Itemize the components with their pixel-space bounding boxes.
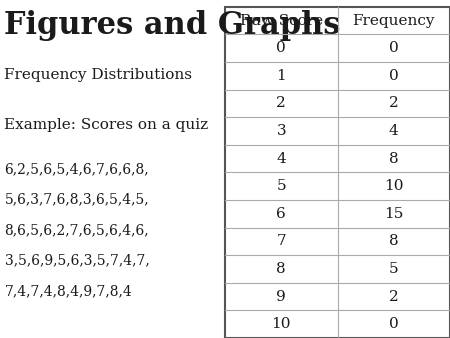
Text: 5: 5 [276, 179, 286, 193]
Text: 8,6,5,6,2,7,6,5,6,4,6,: 8,6,5,6,2,7,6,5,6,4,6, [4, 223, 149, 237]
Text: 8: 8 [389, 151, 399, 166]
Text: 6,2,5,6,5,4,6,7,6,6,8,: 6,2,5,6,5,4,6,7,6,6,8, [4, 162, 149, 176]
Text: 1: 1 [276, 69, 286, 83]
Text: 3: 3 [276, 124, 286, 138]
Text: 2: 2 [276, 96, 286, 111]
Text: 6: 6 [276, 207, 286, 221]
Text: 0: 0 [389, 69, 399, 83]
Text: 0: 0 [389, 41, 399, 55]
Text: 3,5,6,9,5,6,3,5,7,4,7,: 3,5,6,9,5,6,3,5,7,4,7, [4, 254, 149, 267]
Text: 8: 8 [389, 234, 399, 248]
Text: 15: 15 [384, 207, 404, 221]
Text: Figures and Graphs: Figures and Graphs [4, 10, 341, 41]
Text: 2: 2 [389, 96, 399, 111]
Text: 5: 5 [389, 262, 399, 276]
Text: 2: 2 [389, 290, 399, 304]
Text: 4: 4 [389, 124, 399, 138]
Text: 7: 7 [276, 234, 286, 248]
Text: Raw Score: Raw Score [240, 14, 323, 28]
Text: 5,6,3,7,6,8,3,6,5,4,5,: 5,6,3,7,6,8,3,6,5,4,5, [4, 193, 149, 207]
Text: 10: 10 [271, 317, 291, 331]
Text: 0: 0 [389, 317, 399, 331]
Text: Frequency: Frequency [352, 14, 435, 28]
Text: 8: 8 [276, 262, 286, 276]
Text: 0: 0 [276, 41, 286, 55]
Text: Frequency Distributions: Frequency Distributions [4, 68, 193, 81]
Text: 7,4,7,4,8,4,9,7,8,4: 7,4,7,4,8,4,9,7,8,4 [4, 284, 132, 298]
Text: 10: 10 [384, 179, 404, 193]
Text: Example: Scores on a quiz: Example: Scores on a quiz [4, 118, 209, 132]
Bar [225, 7, 450, 338]
Text: 4: 4 [276, 151, 286, 166]
Text: 9: 9 [276, 290, 286, 304]
